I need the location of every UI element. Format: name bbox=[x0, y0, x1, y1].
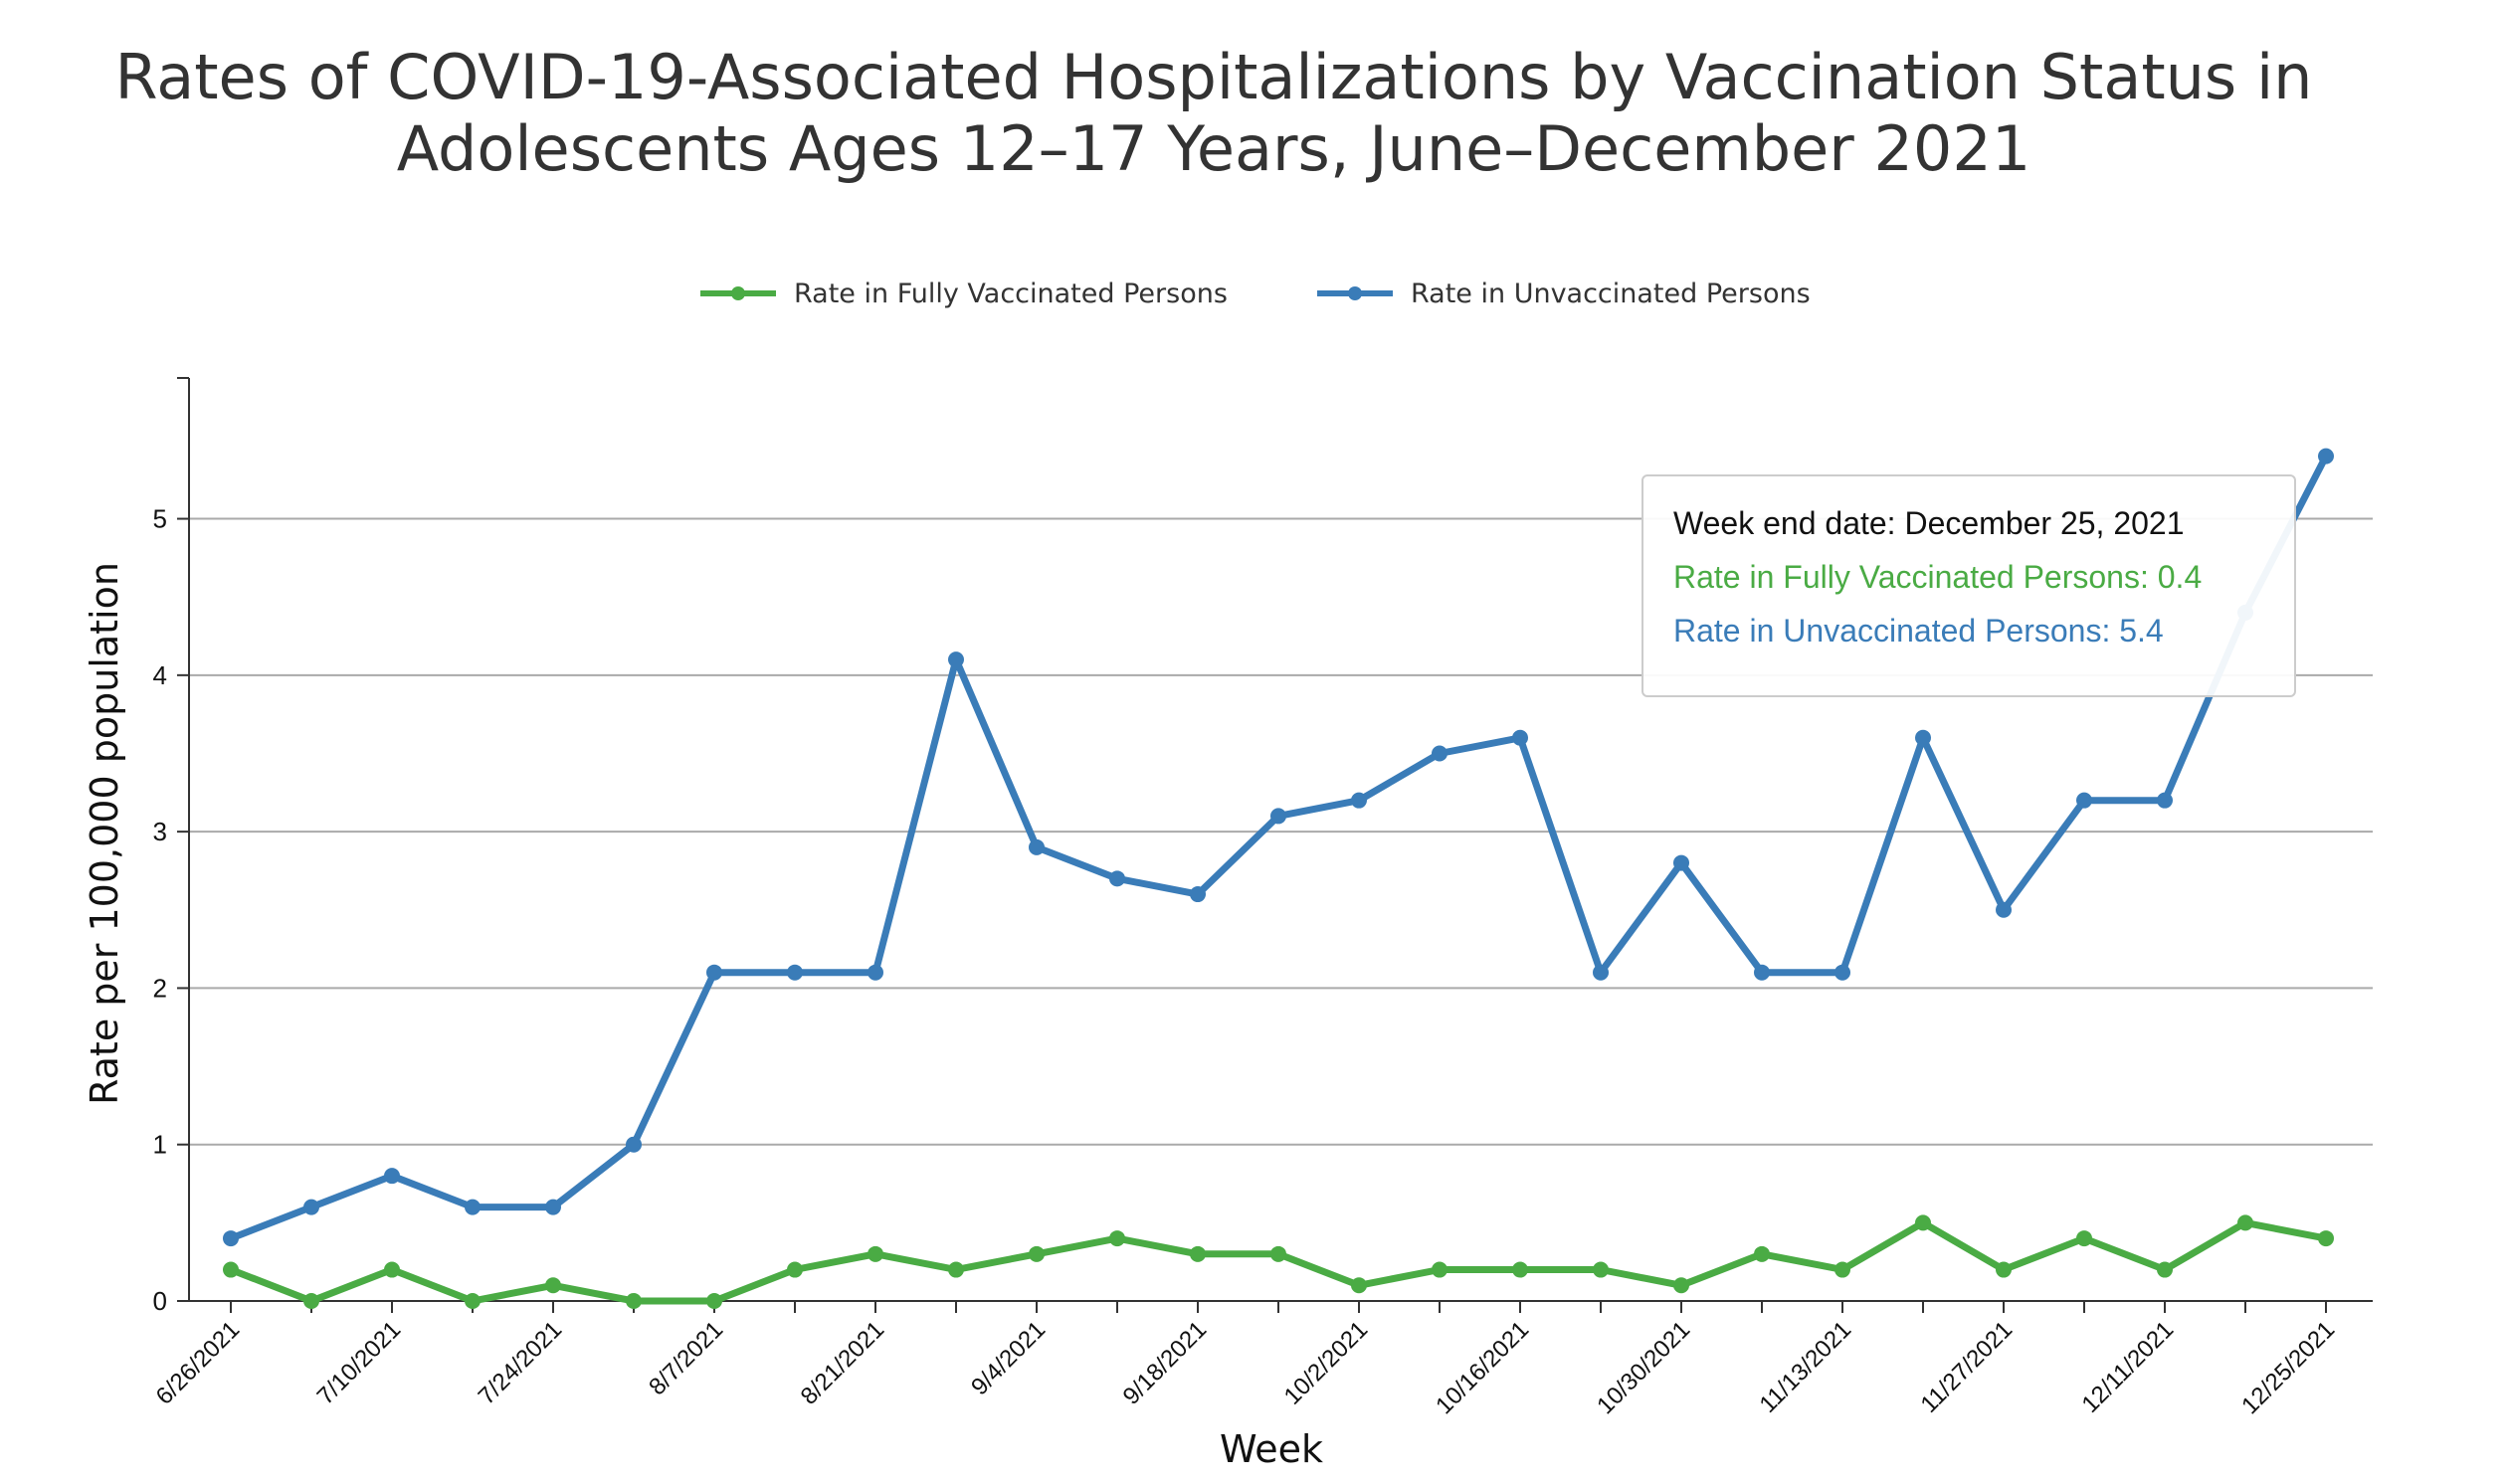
data-point-unvaccinated[interactable] bbox=[868, 964, 883, 981]
legend-swatch-vaccinated bbox=[700, 286, 776, 300]
data-point-vaccinated[interactable] bbox=[706, 1293, 722, 1309]
y-tick-label: 2 bbox=[153, 973, 167, 1003]
data-point-unvaccinated[interactable] bbox=[303, 1199, 319, 1215]
data-point-vaccinated[interactable] bbox=[948, 1261, 964, 1278]
legend-label-unvaccinated: Rate in Unvaccinated Persons bbox=[1411, 278, 1811, 309]
legend: Rate in Fully Vaccinated Persons Rate in… bbox=[0, 269, 2509, 318]
data-point-unvaccinated[interactable] bbox=[384, 1168, 400, 1185]
x-tick-label: 10/2/2021 bbox=[1279, 1316, 1374, 1410]
data-point-vaccinated[interactable] bbox=[2318, 1230, 2334, 1247]
data-point-unvaccinated[interactable] bbox=[2157, 792, 2173, 809]
data-point-unvaccinated[interactable] bbox=[465, 1199, 481, 1215]
y-tick-label: 4 bbox=[153, 660, 167, 690]
series-vaccinated bbox=[223, 1214, 2334, 1309]
data-point-unvaccinated[interactable] bbox=[1029, 838, 1045, 855]
data-point-unvaccinated[interactable] bbox=[1915, 729, 1931, 746]
data-point-unvaccinated[interactable] bbox=[223, 1230, 239, 1247]
data-point-vaccinated[interactable] bbox=[1512, 1261, 1528, 1278]
data-point-vaccinated[interactable] bbox=[1270, 1245, 1286, 1262]
tooltip-unvaccinated-value: Rate in Unvaccinated Persons: 5.4 bbox=[1673, 613, 2164, 649]
x-tick-label: 8/21/2021 bbox=[796, 1316, 890, 1410]
tooltip-date: Week end date: December 25, 2021 bbox=[1673, 505, 2185, 541]
x-tick-label: 11/13/2021 bbox=[1754, 1316, 1856, 1418]
legend-label-vaccinated: Rate in Fully Vaccinated Persons bbox=[794, 278, 1228, 309]
data-point-vaccinated[interactable] bbox=[787, 1261, 803, 1278]
chart-title: Rates of COVID-19-Associated Hospitaliza… bbox=[114, 41, 2313, 185]
data-point-vaccinated[interactable] bbox=[1834, 1261, 1850, 1278]
x-tick-label: 8/7/2021 bbox=[644, 1316, 728, 1400]
data-point-unvaccinated[interactable] bbox=[1109, 870, 1125, 887]
data-point-vaccinated[interactable] bbox=[223, 1261, 239, 1278]
data-point-vaccinated[interactable] bbox=[1351, 1277, 1367, 1294]
legend-swatch-unvaccinated bbox=[1317, 286, 1393, 300]
data-point-vaccinated[interactable] bbox=[626, 1293, 642, 1309]
data-point-unvaccinated[interactable] bbox=[1834, 964, 1850, 981]
series-unvaccinated bbox=[223, 448, 2334, 1247]
data-point-vaccinated[interactable] bbox=[1432, 1261, 1448, 1278]
data-point-vaccinated[interactable] bbox=[1996, 1261, 2012, 1278]
x-tick-label: 7/24/2021 bbox=[474, 1316, 568, 1410]
data-point-unvaccinated[interactable] bbox=[1512, 729, 1528, 746]
y-tick-label: 3 bbox=[153, 817, 167, 846]
data-point-vaccinated[interactable] bbox=[1109, 1230, 1125, 1247]
data-point-unvaccinated[interactable] bbox=[1270, 808, 1286, 825]
x-tick-label: 10/16/2021 bbox=[1431, 1316, 1534, 1419]
y-tick-label: 1 bbox=[153, 1130, 167, 1160]
data-point-unvaccinated[interactable] bbox=[626, 1136, 642, 1153]
data-point-vaccinated[interactable] bbox=[1915, 1214, 1931, 1231]
data-point-vaccinated[interactable] bbox=[1593, 1261, 1609, 1278]
data-point-vaccinated[interactable] bbox=[1029, 1245, 1045, 1262]
data-point-vaccinated[interactable] bbox=[2237, 1214, 2253, 1231]
legend-item-unvaccinated[interactable]: Rate in Unvaccinated Persons bbox=[1315, 269, 1811, 318]
data-point-unvaccinated[interactable] bbox=[948, 651, 964, 668]
data-point-unvaccinated[interactable] bbox=[1996, 901, 2012, 918]
x-axis-label: Week bbox=[1220, 1427, 1323, 1471]
x-tick-label: 11/27/2021 bbox=[1915, 1316, 2018, 1418]
x-tick-label: 9/4/2021 bbox=[966, 1316, 1051, 1400]
data-point-unvaccinated[interactable] bbox=[2318, 448, 2334, 464]
x-tick-label: 6/26/2021 bbox=[151, 1316, 246, 1410]
data-point-vaccinated[interactable] bbox=[465, 1293, 481, 1309]
data-point-vaccinated[interactable] bbox=[2157, 1261, 2173, 1278]
data-point-unvaccinated[interactable] bbox=[1432, 745, 1448, 762]
tooltip: Week end date: December 25, 2021 Rate in… bbox=[1641, 474, 2296, 697]
data-point-vaccinated[interactable] bbox=[1190, 1245, 1206, 1262]
data-point-vaccinated[interactable] bbox=[303, 1293, 319, 1309]
x-tick-label: 10/30/2021 bbox=[1592, 1316, 1695, 1419]
x-tick-label: 12/25/2021 bbox=[2236, 1316, 2340, 1419]
x-tick-label: 7/10/2021 bbox=[312, 1316, 407, 1410]
data-point-vaccinated[interactable] bbox=[1754, 1245, 1770, 1262]
y-tick-label: 5 bbox=[153, 504, 167, 534]
data-point-vaccinated[interactable] bbox=[868, 1245, 883, 1262]
tooltip-vaccinated-value: Rate in Fully Vaccinated Persons: 0.4 bbox=[1673, 559, 2203, 595]
data-point-unvaccinated[interactable] bbox=[1190, 886, 1206, 903]
data-point-vaccinated[interactable] bbox=[1673, 1277, 1689, 1294]
data-point-unvaccinated[interactable] bbox=[1673, 854, 1689, 871]
legend-item-vaccinated[interactable]: Rate in Fully Vaccinated Persons bbox=[698, 269, 1228, 318]
x-tick-label: 9/18/2021 bbox=[1118, 1316, 1213, 1410]
data-point-unvaccinated[interactable] bbox=[1593, 964, 1609, 981]
data-point-unvaccinated[interactable] bbox=[545, 1199, 561, 1215]
data-point-unvaccinated[interactable] bbox=[1351, 792, 1367, 809]
data-point-unvaccinated[interactable] bbox=[706, 964, 722, 981]
data-point-unvaccinated[interactable] bbox=[787, 964, 803, 981]
data-point-vaccinated[interactable] bbox=[384, 1261, 400, 1278]
data-point-vaccinated[interactable] bbox=[2076, 1230, 2092, 1247]
x-tick-label: 12/11/2021 bbox=[2076, 1316, 2179, 1418]
series-layer bbox=[223, 448, 2334, 1309]
data-point-vaccinated[interactable] bbox=[545, 1277, 561, 1294]
y-axis-label: Rate per 100,000 population bbox=[83, 562, 126, 1105]
y-tick-label: 0 bbox=[153, 1286, 167, 1316]
data-point-unvaccinated[interactable] bbox=[2076, 792, 2092, 809]
data-point-unvaccinated[interactable] bbox=[1754, 964, 1770, 981]
